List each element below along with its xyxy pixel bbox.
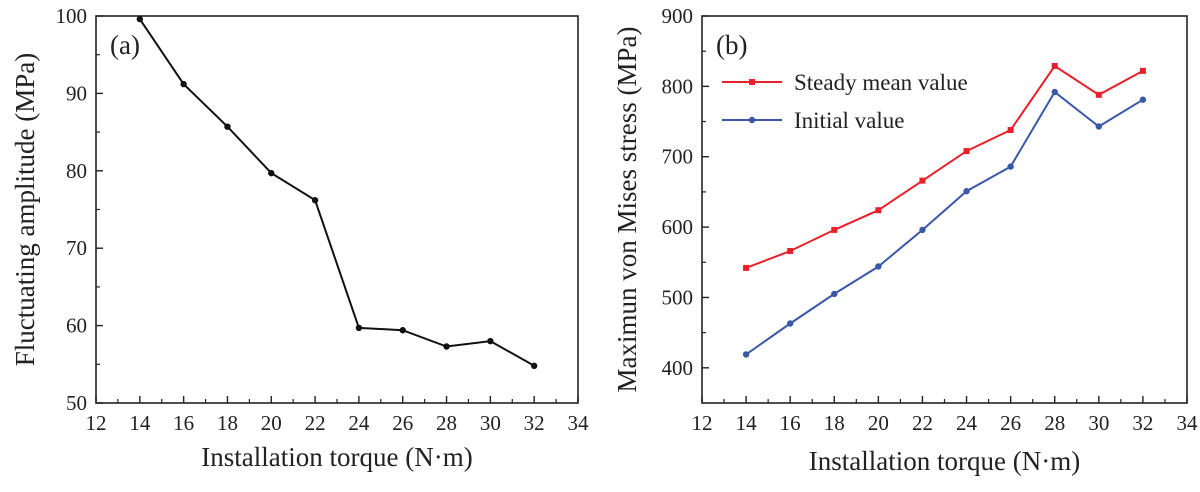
y-tick-label: 60 [66,314,87,338]
legend-marker [749,79,755,85]
x-tick-label: 32 [524,411,545,435]
plot-frame [95,15,579,404]
panel-label: (a) [110,30,140,60]
x-tick-label: 16 [780,411,801,435]
x-tick-label: 30 [1088,411,1109,435]
x-tick-label: 12 [86,411,107,435]
data-point [786,320,794,327]
series-line [138,18,535,367]
x-tick-label: 24 [956,411,978,435]
y-tick-label: 100 [56,4,88,28]
data-point [831,226,838,233]
x-tick-label: 28 [1044,411,1065,435]
legend-marker [748,116,756,124]
x-tick-label: 20 [868,411,889,435]
data-point [1139,67,1146,74]
panel-b: 12 14 16 18 20 22 24 26 28 30 32 34 400 500 600 700 800 9… [612,4,1198,476]
x-tick-label: 18 [217,411,238,435]
data-point [743,264,750,271]
data-point [180,80,187,88]
y-axis-label: Fluctuating amplitude (MPa) [10,53,40,366]
x-tick-label: 26 [392,411,413,435]
data-point [443,343,450,350]
data-point [136,15,144,23]
y-tick-label: 500 [662,285,694,309]
x-tick-label: 32 [1132,411,1153,435]
data-point [1095,123,1103,130]
series-line [745,64,1144,269]
data-point [919,177,926,184]
y-tick-label: 50 [66,391,87,415]
data-point [224,123,231,130]
x-tick-label: 18 [824,411,845,435]
data-point [268,169,275,177]
data-point [963,148,970,155]
x-tick-label: 16 [173,411,194,435]
x-tick-label: 22 [912,411,933,435]
data-point [355,324,363,332]
series-line [745,90,1144,356]
data-point [399,327,406,334]
x-tick-label: 24 [348,411,370,435]
x-tick-label: 28 [436,411,457,435]
x-tick-label: 30 [480,411,501,435]
data-point [875,207,882,214]
y-tick-label: 70 [66,236,87,260]
y-tick-label: 90 [66,81,87,105]
data-point [963,188,970,195]
legend-label: Initial value [794,108,905,133]
y-tick-label: 400 [662,356,694,380]
x-axis-label: Installation torque (N·m) [809,446,1080,476]
data-point [487,337,494,345]
x-tick-label: 14 [129,411,151,435]
data-point [875,263,882,270]
data-point [1051,62,1058,69]
y-tick-label: 800 [662,74,694,98]
y-tick-label: 900 [662,4,694,28]
data-point [742,351,750,358]
x-axis-label: Installation torque (N·m) [201,442,472,472]
panel-label: (b) [716,30,747,60]
data-point [1139,96,1147,103]
y-tick-label: 600 [662,215,694,239]
data-point [919,226,926,234]
data-point [1007,163,1014,170]
x-tick-label: 26 [1000,411,1021,435]
x-tick-label: 20 [261,411,282,435]
x-tick-label: 34 [1177,411,1199,435]
x-tick-label: 12 [692,411,713,435]
x-tick-label: 14 [736,411,758,435]
data-point [1095,91,1102,98]
data-point [787,248,794,255]
legend-label: Steady mean value [794,70,968,95]
x-tick-label: 34 [568,411,590,435]
data-point [831,290,838,298]
data-point [1007,126,1014,133]
y-axis-label: Maximun von Mises stress (MPa) [612,27,642,393]
y-tick-label: 80 [66,159,87,183]
data-point [530,362,538,370]
data-point [1051,88,1058,96]
panel-a: 12 14 16 18 20 22 24 26 28 30 32 34 50 60 70 80 90 100 Ins… [10,4,589,472]
data-point [311,197,319,204]
y-tick-label: 700 [662,145,694,169]
x-tick-label: 22 [305,411,326,435]
